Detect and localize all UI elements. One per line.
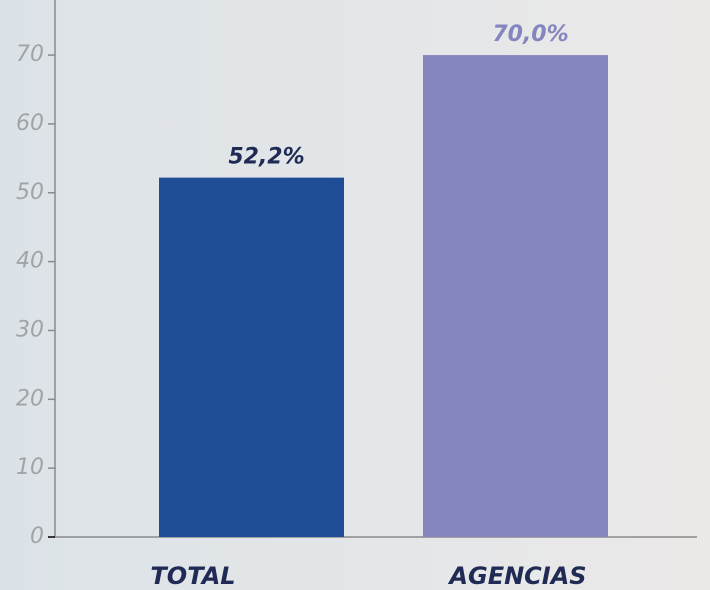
bar bbox=[423, 55, 608, 537]
y-tick-label: 20 bbox=[16, 386, 44, 411]
y-tick-label: 30 bbox=[16, 317, 44, 342]
y-tick-label: 70 bbox=[16, 42, 44, 67]
value-label: 70,0% bbox=[492, 22, 568, 47]
y-tick-label: 50 bbox=[16, 180, 44, 205]
bar bbox=[159, 177, 344, 537]
y-tick-label: 60 bbox=[16, 111, 44, 136]
y-tick-label: 10 bbox=[16, 455, 44, 480]
value-label: 52,2% bbox=[228, 145, 304, 170]
x-tick-label: AGENCIAS bbox=[447, 562, 586, 590]
y-tick-label: 0 bbox=[30, 524, 44, 549]
y-tick-label: 40 bbox=[16, 249, 44, 274]
x-tick-label: TOTAL bbox=[150, 562, 235, 590]
